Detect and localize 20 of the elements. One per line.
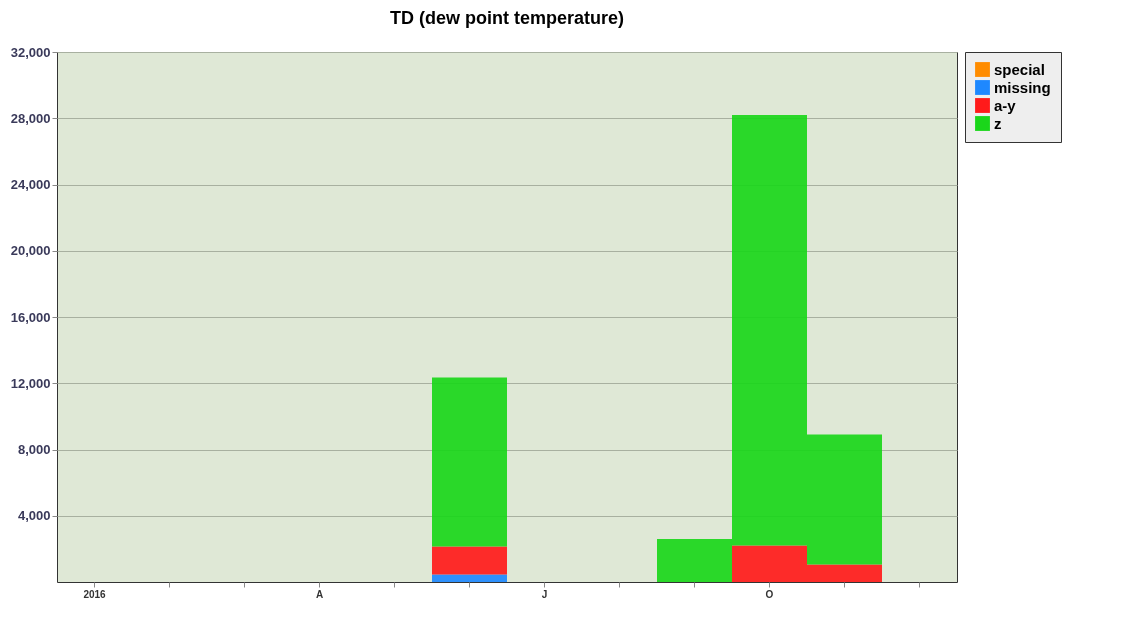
bar [432,574,507,582]
y-tick-label: 8,000 [17,442,51,457]
y-tick-label: 20,000 [10,243,51,259]
legend-label: z [994,114,1002,132]
x-tick-label: 2016 [83,588,107,600]
legend-label: missing [994,78,1051,96]
legend-label: a-y [994,96,1017,114]
x-tick-label: O [765,588,774,600]
y-tick-label: 32,000 [10,44,51,60]
y-tick-label: 12,000 [10,375,51,391]
x-tick-label: A [315,588,324,600]
legend-label: special [994,60,1045,78]
y-tick-label: 24,000 [10,177,51,192]
y-tick-label: 4,000 [17,508,51,524]
chart-title: TD (dew point temperature) [389,8,625,28]
y-tick-label: 16,000 [10,309,51,325]
bar [432,377,507,547]
bar [432,546,507,575]
y-tick-label: 28,000 [10,110,51,126]
x-tick-label: J [541,588,548,600]
